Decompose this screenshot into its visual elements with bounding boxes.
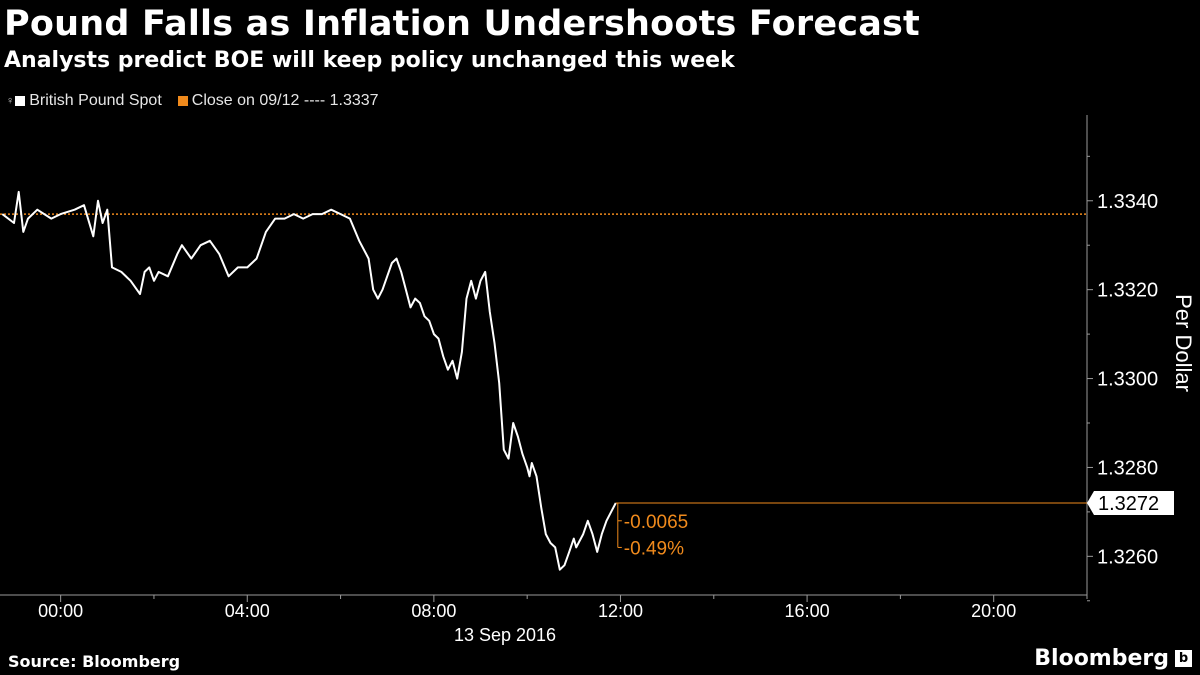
x-tick-label: 12:00 [598, 601, 643, 621]
legend-swatch-series [15, 96, 26, 106]
y-tick-label: 1.3340 [1097, 191, 1158, 213]
legend-label-series: British Pound Spot [29, 92, 162, 109]
y-tick-label: 1.3260 [1097, 546, 1158, 568]
y-axis-label: Per Dollar [1171, 294, 1196, 392]
source-note: Source: Bloomberg [8, 652, 181, 671]
change-pct-label: -0.49% [624, 538, 684, 559]
brand-name: Bloomberg [1034, 646, 1169, 671]
y-tick-label: 1.3300 [1097, 369, 1158, 391]
legend-item-close: Close on 09/12 ---- 1.3337 [177, 92, 379, 110]
axis-labels: Per Dollar 13 Sep 2016 [454, 294, 1196, 645]
x-tick-label: 20:00 [971, 601, 1016, 621]
y-tick-label: 1.3280 [1097, 457, 1158, 479]
axes: 1.3260 1.3280 1.3300 1.3320 1.3340 00:00 04:00… [0, 115, 1158, 621]
legend-swatch-close [177, 96, 188, 106]
y-tick-label: 1.3320 [1097, 280, 1158, 302]
legend: ♀ British Pound Spot Close on 09/12 ----… [6, 91, 395, 111]
pin-icon: ♀ [6, 95, 15, 107]
chart-title: Pound Falls as Inflation Undershoots For… [4, 4, 920, 44]
legend-label-close: Close on 09/12 ---- 1.3337 [191, 92, 379, 109]
brand-logo: Bloomberg b [1034, 646, 1192, 671]
x-tick-label: 00:00 [38, 601, 83, 621]
legend-item-series: ♀ British Pound Spot [6, 92, 162, 110]
bloomberg-b-icon: b [1175, 650, 1192, 667]
series-group: -0.0065 -0.49% 1.3272 [1, 190, 1174, 571]
x-axis-date-label: 13 Sep 2016 [454, 625, 556, 645]
x-tick-label: 04:00 [225, 601, 270, 621]
chart-subtitle: Analysts predict BOE will keep policy un… [4, 48, 735, 73]
x-tick-label: 16:00 [785, 601, 830, 621]
series-line-british-pound [1, 190, 617, 571]
change-label: -0.0065 [624, 512, 688, 533]
x-tick-label: 08:00 [411, 601, 456, 621]
last-value-tag [1087, 491, 1174, 515]
last-value-label: 1.3272 [1098, 493, 1159, 515]
